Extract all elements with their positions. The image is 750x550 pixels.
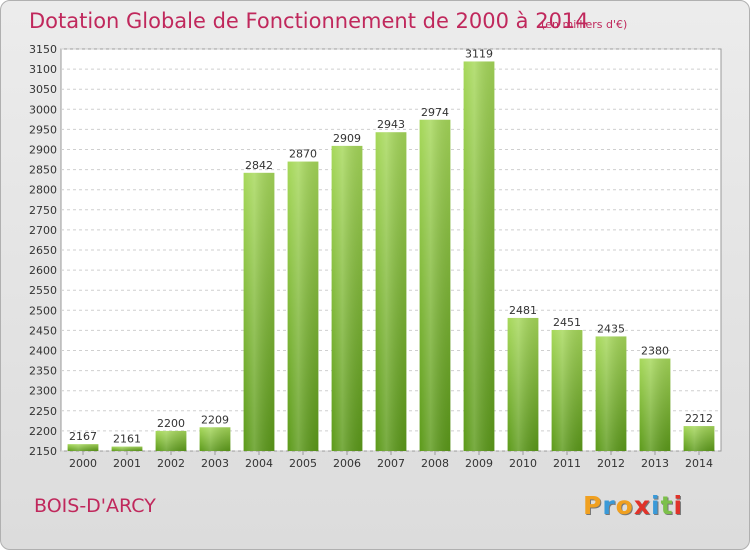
y-tick-label: 2200	[29, 425, 57, 438]
y-tick-label: 2900	[29, 144, 57, 157]
bar-shine	[683, 426, 715, 451]
y-tick-label: 2800	[29, 184, 57, 197]
bar-shine	[243, 172, 275, 452]
x-tick-label: 2010	[509, 457, 537, 470]
data-label: 3119	[465, 47, 493, 60]
data-label: 2380	[641, 345, 669, 358]
y-tick-label: 3100	[29, 63, 57, 76]
bar-shine	[419, 119, 451, 451]
y-tick-label: 2700	[29, 224, 57, 237]
x-tick-label: 2002	[157, 457, 185, 470]
bar-shine	[67, 444, 99, 451]
x-tick-label: 2005	[289, 457, 317, 470]
x-tick-label: 2007	[377, 457, 405, 470]
x-tick-label: 2011	[553, 457, 581, 470]
data-label: 2212	[685, 412, 713, 425]
data-label: 2451	[553, 316, 581, 329]
commune-name: BOIS-D'ARCY	[34, 495, 156, 517]
logo-letter: x	[633, 491, 651, 520]
y-tick-label: 2600	[29, 264, 57, 277]
y-tick-label: 2950	[29, 123, 57, 136]
y-tick-label: 2300	[29, 385, 57, 398]
y-tick-label: 2650	[29, 244, 57, 257]
data-label: 2161	[113, 433, 141, 446]
x-tick-label: 2013	[641, 457, 669, 470]
x-axis-ticks: 2000 2001 2002 2003 2004 2005 2006 2007 2008 2009…	[69, 451, 713, 470]
x-tick-label: 2009	[465, 457, 493, 470]
data-label: 2974	[421, 106, 449, 119]
bar-shine	[111, 446, 143, 451]
bar-shine	[507, 317, 539, 451]
chart-title: Dotation Globale de Fonctionnement de 20…	[29, 9, 589, 33]
y-tick-label: 3000	[29, 103, 57, 116]
proxiti-logo[interactable]: Proxiti	[583, 491, 683, 520]
bar-shine	[375, 132, 407, 452]
data-label: 2842	[245, 159, 273, 172]
bar-shine	[287, 161, 319, 451]
logo-letter: o	[615, 491, 634, 520]
data-label: 2481	[509, 304, 537, 317]
data-label: 2909	[333, 132, 361, 145]
x-tick-label: 2012	[597, 457, 625, 470]
x-tick-label: 2000	[69, 457, 97, 470]
y-tick-label: 3150	[29, 43, 57, 56]
x-tick-label: 2006	[333, 457, 361, 470]
logo-letter: t	[660, 491, 674, 520]
x-tick-label: 2003	[201, 457, 229, 470]
data-label: 2200	[157, 417, 185, 430]
bar-shine	[551, 329, 583, 451]
y-tick-label: 2850	[29, 164, 57, 177]
x-tick-label: 2004	[245, 457, 273, 470]
bar-shine	[199, 427, 231, 451]
bar-shine	[331, 145, 363, 451]
y-tick-label: 2400	[29, 345, 57, 358]
x-tick-label: 2014	[685, 457, 713, 470]
chart-subtitle: (en milliers d'€)	[541, 18, 628, 31]
y-tick-label: 3050	[29, 83, 57, 96]
x-tick-label: 2001	[113, 457, 141, 470]
x-tick-label: 2008	[421, 457, 449, 470]
data-label: 2943	[377, 118, 405, 131]
data-labels: 2167 2161 2200 2209 2842 2870 2909 2943 2974 3119…	[69, 47, 713, 445]
data-label: 2209	[201, 413, 229, 426]
y-tick-label: 2750	[29, 204, 57, 217]
logo-letter: P	[583, 491, 603, 520]
bar-shine	[155, 430, 187, 451]
data-label: 2435	[597, 322, 625, 335]
y-tick-label: 2550	[29, 284, 57, 297]
y-tick-label: 2350	[29, 365, 57, 378]
y-tick-label: 2150	[29, 445, 57, 458]
data-label: 2167	[69, 430, 97, 443]
y-tick-label: 2450	[29, 324, 57, 337]
y-tick-label: 2250	[29, 405, 57, 418]
data-label: 2870	[289, 148, 317, 161]
logo-letter: i	[651, 491, 661, 520]
y-axis-ticks: 2150 2200 2250 2300 2350 2400 2450 2500 2550 2600…	[29, 43, 57, 458]
logo-letter: r	[602, 491, 616, 520]
bar-shine	[639, 358, 671, 451]
y-tick-label: 2500	[29, 304, 57, 317]
bar-shine	[463, 61, 495, 451]
logo-letter: i	[673, 491, 684, 520]
bar-shine	[595, 336, 627, 451]
bars	[67, 61, 715, 452]
